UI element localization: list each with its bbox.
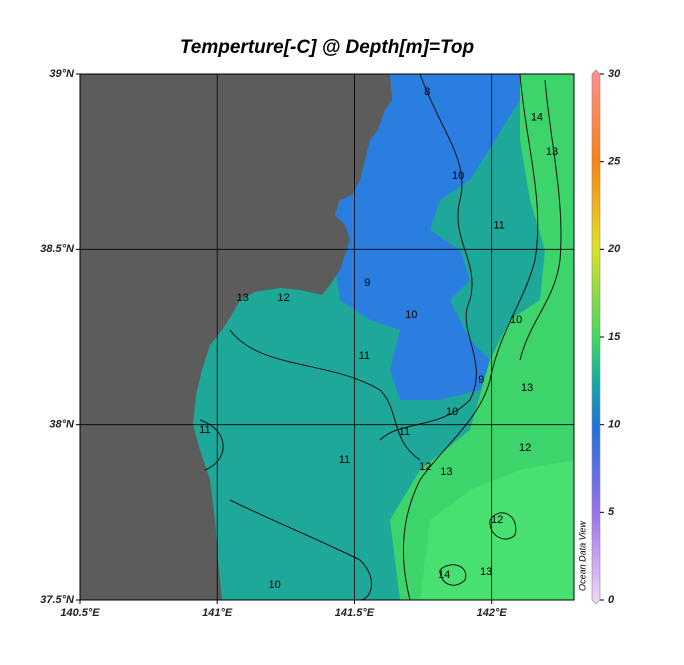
y-tick-label: 38°N [49,419,75,431]
contour-label: 13 [480,566,492,578]
map-title: Temperture[-C] @ Depth[m]=Top [180,37,474,58]
contour-label: 10 [510,314,522,326]
watermark: Ocean Data View [577,521,587,591]
contour-label: 11 [399,426,410,438]
x-tick-label: 141°E [202,607,233,619]
colorbar-label: 30 [608,68,621,80]
x-tick-label: 140.5°E [60,607,100,619]
colorbar-label: 20 [607,243,621,255]
sea-warm [390,74,574,600]
contour-label: 14 [438,569,450,581]
contour-label: 10 [452,170,464,182]
contour-label: 13 [237,292,249,304]
contour-label: 13 [521,382,533,394]
colorbar [591,69,601,605]
contour-label: 9 [364,277,370,289]
contour-label: 12 [278,292,290,304]
y-tick-label: 38.5°N [40,243,75,255]
colorbar-label: 0 [608,594,615,606]
contour-label: 12 [419,461,431,473]
contour-label: 11 [339,454,350,466]
contours [199,74,562,600]
x-tick-label: 141.5°E [335,607,375,619]
contour-label: 14 [531,112,543,124]
contour-label: 11 [359,350,370,362]
colorbar-label: 15 [608,331,621,343]
contour-label: 8 [424,86,430,98]
contour-label: 9 [478,374,484,386]
x-tick-label: 142°E [477,607,508,619]
sea-cold [330,74,520,400]
contour-label: 13 [440,466,452,478]
colorbar-label: 10 [608,419,621,431]
colorbar-label: 25 [607,156,621,168]
colorbar-label: 5 [608,506,615,518]
contour-label: 10 [446,406,458,418]
contour-label: 13 [546,146,558,158]
sea-warmest [420,460,574,600]
y-tick-label: 39°N [49,68,75,80]
contour-label: 10 [405,309,417,321]
contour-label: 11 [199,424,210,436]
contour-label: 10 [268,579,280,591]
contour-label: 12 [519,442,531,454]
contour-label: 11 [493,220,504,232]
contour-label: 12 [491,514,503,526]
land [80,74,392,600]
y-tick-label: 37.5°N [40,594,75,606]
